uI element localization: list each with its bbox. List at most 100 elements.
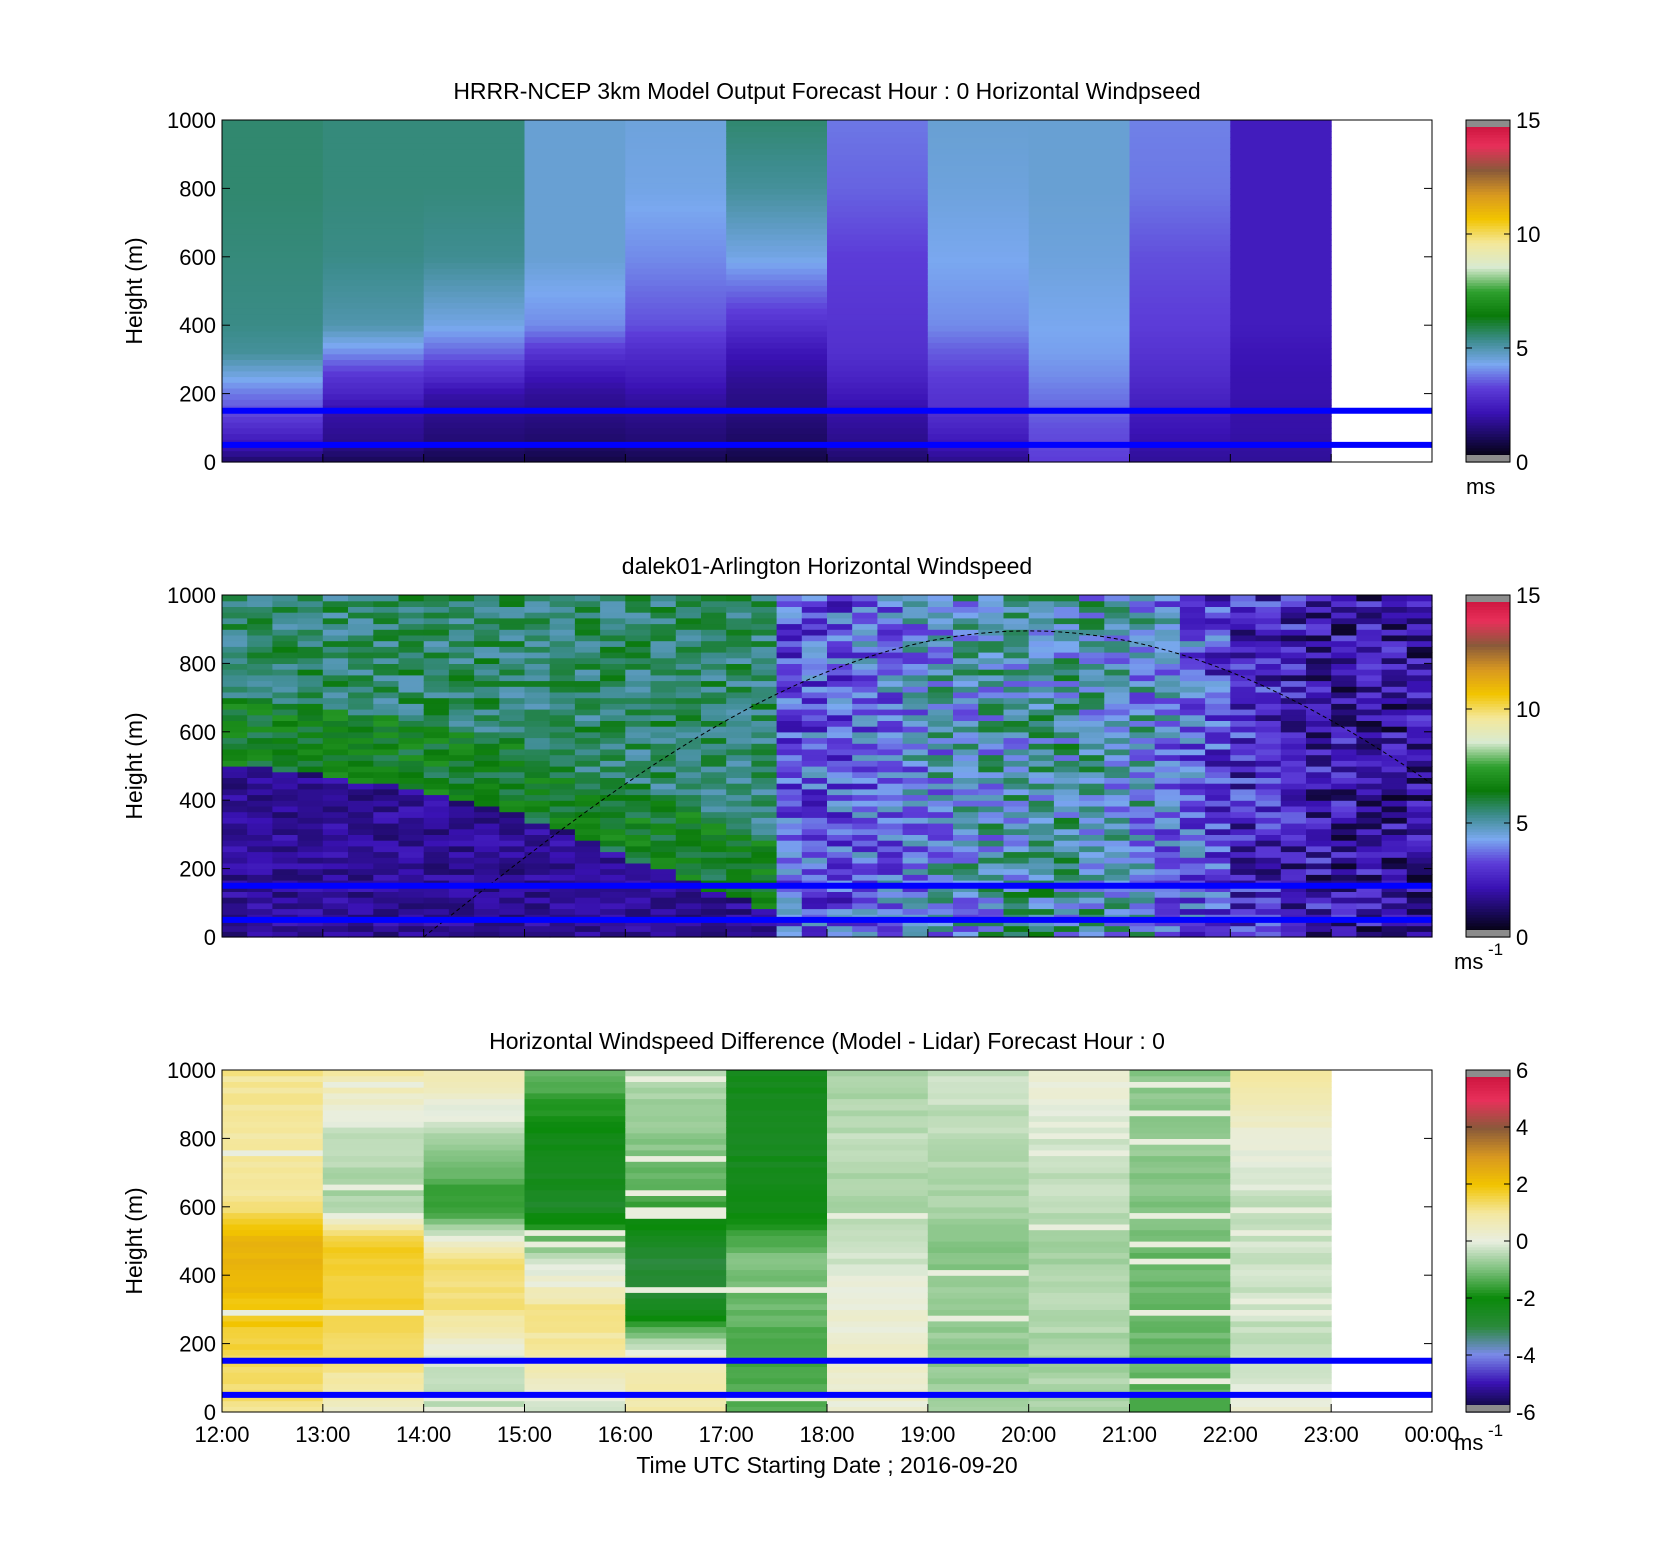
heatmap-cell: [1230, 1155, 1332, 1162]
heatmap-cell: [1331, 629, 1357, 636]
heatmap-cell: [524, 159, 626, 167]
heatmap-cell: [524, 623, 551, 630]
colorbar-segment: [1466, 151, 1510, 155]
heatmap-cell: [625, 456, 727, 463]
colorbar-segment: [1466, 751, 1510, 756]
heatmap-cell: [701, 646, 727, 653]
heatmap-cell: [1179, 817, 1206, 824]
heatmap-cell: [650, 834, 677, 841]
colorbar-segment: [1466, 1189, 1510, 1194]
heatmap-cell: [751, 891, 778, 898]
heatmap-cell: [827, 726, 853, 733]
heatmap-cell: [222, 1360, 324, 1367]
heatmap-cell: [222, 1400, 324, 1407]
heatmap-cell: [1406, 817, 1433, 824]
heatmap-cell: [1028, 1383, 1131, 1390]
heatmap-cell: [827, 296, 929, 303]
heatmap-cell: [524, 1092, 626, 1100]
heatmap-cell: [322, 262, 425, 269]
heatmap-cell: [1028, 720, 1055, 727]
heatmap-cell: [322, 885, 349, 892]
heatmap-cell: [524, 370, 626, 378]
heatmap-cell: [726, 410, 828, 417]
heatmap-cell: [1280, 857, 1307, 864]
y-tick-label: 0: [204, 450, 216, 475]
heatmap-cell: [474, 748, 500, 756]
heatmap-cell: [322, 748, 349, 756]
heatmap-cell: [423, 205, 526, 212]
heatmap-cell: [1331, 703, 1357, 710]
heatmap-cell: [927, 444, 1030, 452]
heatmap-cell: [1356, 891, 1383, 898]
heatmap-cell: [1230, 669, 1257, 676]
heatmap-cell: [222, 1166, 324, 1174]
heatmap-cell: [499, 851, 526, 858]
heatmap-cell: [877, 811, 904, 818]
heatmap-cell: [222, 1132, 324, 1139]
heatmap-cell: [1003, 834, 1030, 841]
heatmap-cell: [398, 629, 425, 636]
heatmap-cell: [549, 623, 576, 630]
heatmap-cell: [574, 703, 601, 710]
heatmap-cell: [373, 862, 400, 870]
heatmap-cell: [348, 783, 374, 790]
heatmap-cell: [1381, 868, 1408, 875]
heatmap-cell: [625, 125, 727, 132]
heatmap-cell: [701, 897, 727, 904]
heatmap-cell: [1179, 777, 1206, 784]
heatmap-cell: [1079, 720, 1105, 727]
heatmap-cell: [322, 783, 349, 790]
heatmap-cell: [297, 606, 324, 613]
heatmap-cell: [927, 1178, 1030, 1185]
heatmap-cell: [1028, 1155, 1131, 1162]
heatmap-cell: [1028, 868, 1055, 875]
heatmap-cell: [499, 652, 526, 659]
colorbar-segment: [1466, 1323, 1510, 1328]
colorbar-segment: [1466, 1090, 1510, 1094]
heatmap-cell: [625, 1377, 727, 1385]
heatmap-cell: [348, 800, 374, 807]
heatmap-cell: [675, 857, 702, 864]
heatmap-cell: [1154, 714, 1181, 721]
heatmap-cell: [1356, 840, 1383, 847]
heatmap-cell: [650, 783, 677, 790]
heatmap-cell: [1079, 612, 1105, 619]
heatmap-cell: [1406, 840, 1433, 847]
heatmap-cell: [827, 422, 929, 429]
heatmap-cell: [1028, 325, 1131, 332]
heatmap-cell: [524, 422, 626, 429]
heatmap-cell: [1129, 657, 1156, 664]
colorbar-segment: [1466, 259, 1510, 264]
heatmap-cell: [222, 788, 248, 796]
heatmap-cell: [827, 148, 929, 155]
colorbar-tick-label: -2: [1516, 1286, 1536, 1311]
heatmap-cell: [953, 885, 979, 892]
heatmap-cell: [927, 1377, 1030, 1385]
heatmap-cell: [297, 612, 324, 619]
heatmap-cell: [322, 228, 425, 235]
heatmap-cell: [801, 811, 828, 818]
heatmap-cell: [373, 885, 400, 892]
heatmap-cell: [1406, 908, 1433, 915]
colorbar-segment: [1466, 350, 1510, 355]
heatmap-cell: [423, 777, 450, 784]
heatmap-cell: [625, 131, 727, 138]
heatmap-cell: [1381, 709, 1408, 716]
heatmap-cell: [1079, 686, 1105, 693]
heatmap-cell: [398, 902, 425, 910]
heatmap-cell: [524, 737, 551, 744]
heatmap-cell: [423, 1172, 526, 1179]
heatmap-cell: [1230, 817, 1257, 824]
heatmap-cell: [1406, 606, 1433, 613]
heatmap-cell: [574, 811, 601, 818]
heatmap-cell: [701, 885, 727, 892]
colorbar-segment: [1466, 600, 1510, 605]
heatmap-cell: [1230, 1298, 1332, 1305]
heatmap-cell: [902, 703, 929, 710]
heatmap-cell: [902, 891, 929, 898]
heatmap-cell: [1356, 646, 1383, 653]
heatmap-cell: [902, 737, 929, 744]
heatmap-cell: [574, 919, 601, 927]
heatmap-cell: [600, 600, 626, 607]
heatmap-cell: [524, 1303, 626, 1310]
